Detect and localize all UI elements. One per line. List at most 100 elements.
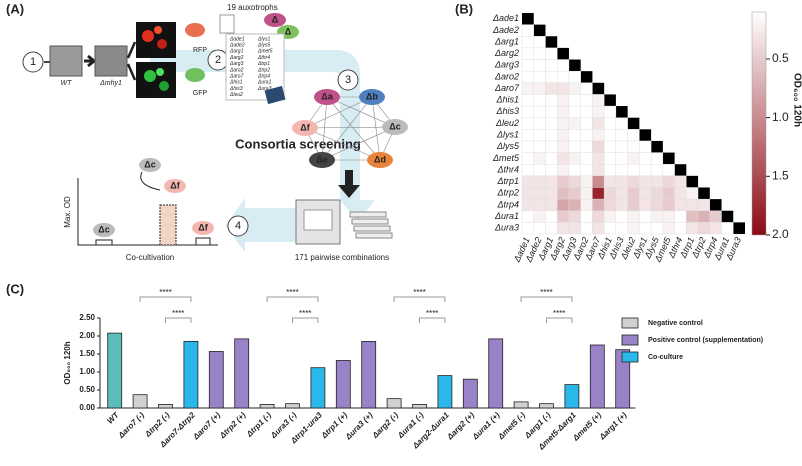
heat-cell [615,164,628,177]
heat-cell [580,140,593,153]
heat-cell [592,152,605,165]
bar [208,351,224,409]
heat-cell [568,82,581,95]
heat-cell [545,47,558,60]
heat-cell [662,175,675,188]
heat-cell [592,105,605,118]
node-label: Δf [300,122,310,132]
significance-bracket [292,317,319,323]
heat-cell [603,187,617,200]
x-tick-label: Δmet5 (-) [496,410,528,442]
step-circle [337,69,359,91]
diagonal-cell [545,36,558,48]
label: Co-cultivation [126,253,174,262]
heat-cell [686,198,699,211]
strain-name: Δtrp1 [257,61,270,67]
strain-name: Δthr4 [257,55,270,61]
label: WT [61,80,73,87]
heat-cell [533,152,546,165]
row-label: Δtrp1 [496,176,519,186]
step-circle [22,51,44,73]
node-label: Δc [98,224,109,234]
heat-cell [662,187,675,200]
heat-cell [674,187,687,200]
heat-cell [639,175,652,188]
heat-cell [533,70,546,83]
strain-name: Δaro7 [229,74,244,80]
significance-bracket [520,296,573,302]
book-icon [264,85,286,105]
heat-cell [568,140,581,153]
x-tick-label: Δaro7 (-) [116,410,146,440]
heat-cell [580,222,593,235]
heat-cell [557,129,570,142]
legend-label: Negative control [648,320,703,327]
heat-cell [592,117,605,130]
heat-cell [568,198,581,211]
heat-cell [580,129,593,142]
heat-cell [545,59,558,72]
heat-cell [557,59,570,72]
heat-cell [545,210,558,223]
heat-cell [580,198,593,211]
heat-cell [580,117,593,130]
heat-cell [545,105,558,118]
heat-cell [639,152,652,165]
heat-cell [533,140,546,153]
row-label: Δarg1 [494,36,519,46]
heat-cell [580,94,593,107]
heat-cell [521,187,534,200]
heat-cell [533,82,546,95]
heat-cell [521,210,534,223]
panel-label: (B) [455,1,473,16]
bar [589,344,605,409]
heat-cell [615,152,628,165]
significance-label: **** [172,309,184,318]
bar [183,340,199,409]
node [382,119,408,135]
heat-cell [603,198,617,211]
heat-cell [568,152,581,165]
robot-icon [295,199,341,245]
significance-label: **** [413,288,425,297]
heat-cell [615,129,628,142]
heat-cell [557,140,570,153]
heat-cell [639,222,652,235]
significance-bracket [165,317,192,323]
heat-cell [533,117,546,130]
heat-cell [627,198,640,211]
heat-cell [545,187,558,200]
bar [285,403,300,409]
y-axis-label: OD₆₀₀ 120h [63,341,72,384]
heat-cell [592,222,605,235]
x-tick-label: Δtrp2 (+) [217,410,247,440]
diagonal-cell [604,94,616,107]
heat-cell [674,198,687,211]
heat-cell [521,175,534,188]
y-tick-label: 2.00 [79,331,95,340]
strain-name: Δade2 [229,43,245,49]
heat-cell [592,198,605,211]
significance-bracket [393,296,446,302]
y-tick-label: 1.00 [79,367,95,376]
heat-cell [721,222,734,235]
heat-cell [650,152,664,165]
network-nodes: Δa Δb Δc Δd Δe Δf [292,89,408,168]
heat-cell [615,222,628,235]
row-label: Δura1 [494,211,519,221]
strain-name: Δade1 [229,36,245,42]
bar [234,338,250,409]
x-tick-label: Δura1 (+) [470,410,502,442]
significance-label: **** [540,288,552,297]
row-label: Δaro2 [494,71,519,81]
heat-cell [580,152,593,165]
strain-list-text: Δade1Δade2Δarg1Δarg2Δarg3Δaro2Δaro7Δhis1… [229,36,273,98]
edge [371,96,381,161]
node [359,89,385,105]
diagonal-cell [733,222,745,234]
bar [310,367,326,409]
heat-cell [568,129,581,142]
x-tick-label: Δura3 (+) [343,410,375,442]
axis-label: Max. OD [63,196,72,228]
label: 19 auxotrophs [227,3,278,12]
